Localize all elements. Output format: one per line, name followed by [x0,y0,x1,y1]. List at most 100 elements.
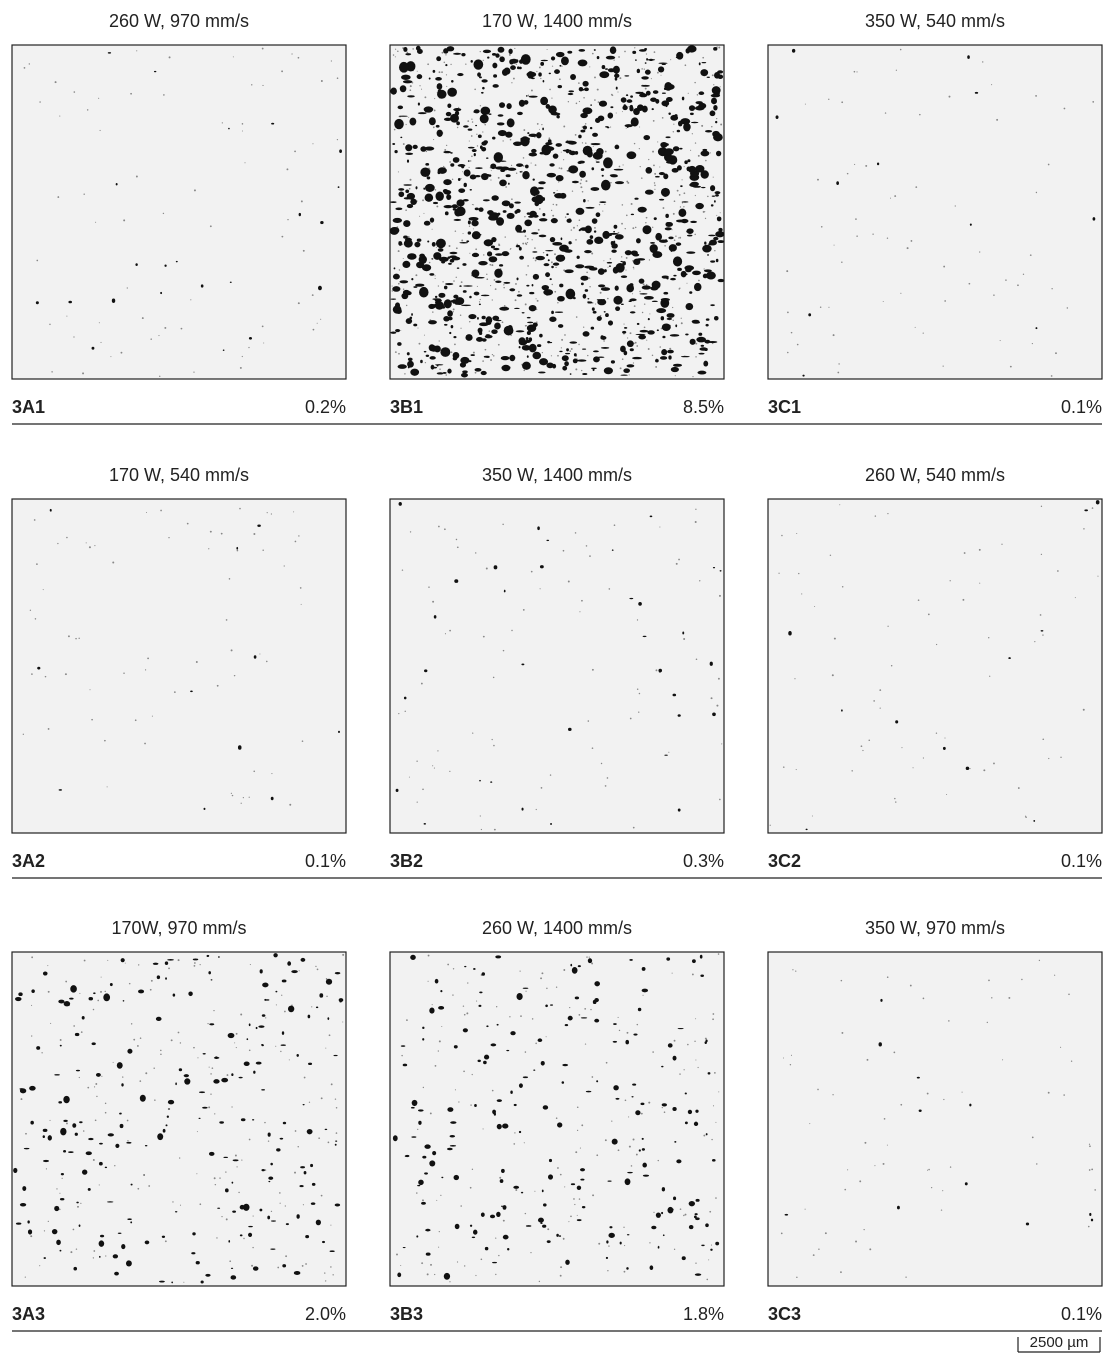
pore-speck [646,284,648,286]
pore-speck [649,1242,650,1243]
pore [638,1008,642,1011]
pore-speck [436,247,437,248]
pore-speck [158,335,159,336]
pore-speck [95,1119,97,1121]
pore-speck [592,1076,594,1078]
pore [668,237,673,240]
pore [231,1275,237,1279]
pore [326,979,332,985]
pore-speck [874,1165,875,1166]
pore [438,293,445,298]
pore-speck [194,965,196,967]
pore-speck [644,326,646,328]
pore-speck [854,164,855,165]
pore [60,1128,66,1136]
pore-speck [1010,366,1012,368]
pore-speck [589,957,590,958]
pore [281,1044,286,1046]
pore [470,354,474,356]
pore [597,316,602,321]
pore [673,364,682,367]
pore-speck [705,160,707,162]
pore [596,212,601,217]
pore [516,330,525,332]
pore-speck [643,283,645,285]
pore [497,1099,502,1102]
pore-speck [503,650,505,652]
pore-speck [511,82,512,83]
pore [667,318,672,320]
pore [481,92,484,94]
pore [1093,217,1096,221]
pore-speck [444,528,446,530]
pore-speck [243,797,244,798]
pore-speck [101,977,102,978]
pore [609,266,611,267]
pore [100,1235,104,1238]
pore [267,1216,270,1220]
pore-speck [621,256,622,257]
pore [517,231,525,233]
pore-speck [628,1116,629,1117]
pore [510,1031,515,1035]
pore [507,1248,509,1250]
pore [452,299,456,304]
pore-speck [714,1072,716,1074]
pore-speck [303,1204,304,1205]
pore [79,1224,81,1227]
pore-speck [915,327,916,328]
pore [570,964,572,967]
pore [541,60,548,61]
pore [668,112,670,114]
pore [481,1213,485,1217]
pore [668,1043,673,1047]
pore [522,362,531,370]
pore [551,311,554,315]
porosity-value: 0.3% [683,851,724,871]
pore-speck [105,1255,106,1256]
pore-speck [844,1189,846,1191]
pore-speck [1035,95,1037,97]
pore [626,284,634,292]
pore [499,102,505,108]
pore [335,1144,337,1146]
pore [165,961,168,965]
pore-speck [65,673,67,675]
pore [568,90,574,92]
pore [477,317,479,320]
pore [563,150,569,152]
pore-speck [805,104,806,105]
pore-speck [449,161,451,163]
pore-speck [89,689,90,690]
pore-speck [471,119,472,120]
pore-speck [619,1030,620,1031]
pore-speck [236,1033,238,1035]
pore-speck [442,281,443,282]
pore [879,1042,882,1046]
pore [652,281,661,290]
pore-speck [36,260,38,262]
pore [627,151,637,159]
pore [427,241,429,243]
pore-speck [557,302,558,303]
pore [604,367,613,374]
pore [478,261,487,265]
pore [630,311,636,313]
pore-speck [492,739,493,740]
pore [527,317,531,319]
pore [699,91,705,95]
pore-speck [539,1281,540,1282]
pore-speck [398,353,400,355]
pore-speck [635,227,637,229]
pore [638,208,643,209]
pore-speck [427,1273,429,1275]
pore [493,248,499,250]
pore [548,259,550,261]
pore-speck [525,235,527,237]
pore-speck [467,120,469,122]
pore [653,90,659,94]
pore-speck [299,970,300,971]
pore [508,183,510,185]
pore [423,187,425,189]
pore-speck [683,1215,684,1216]
